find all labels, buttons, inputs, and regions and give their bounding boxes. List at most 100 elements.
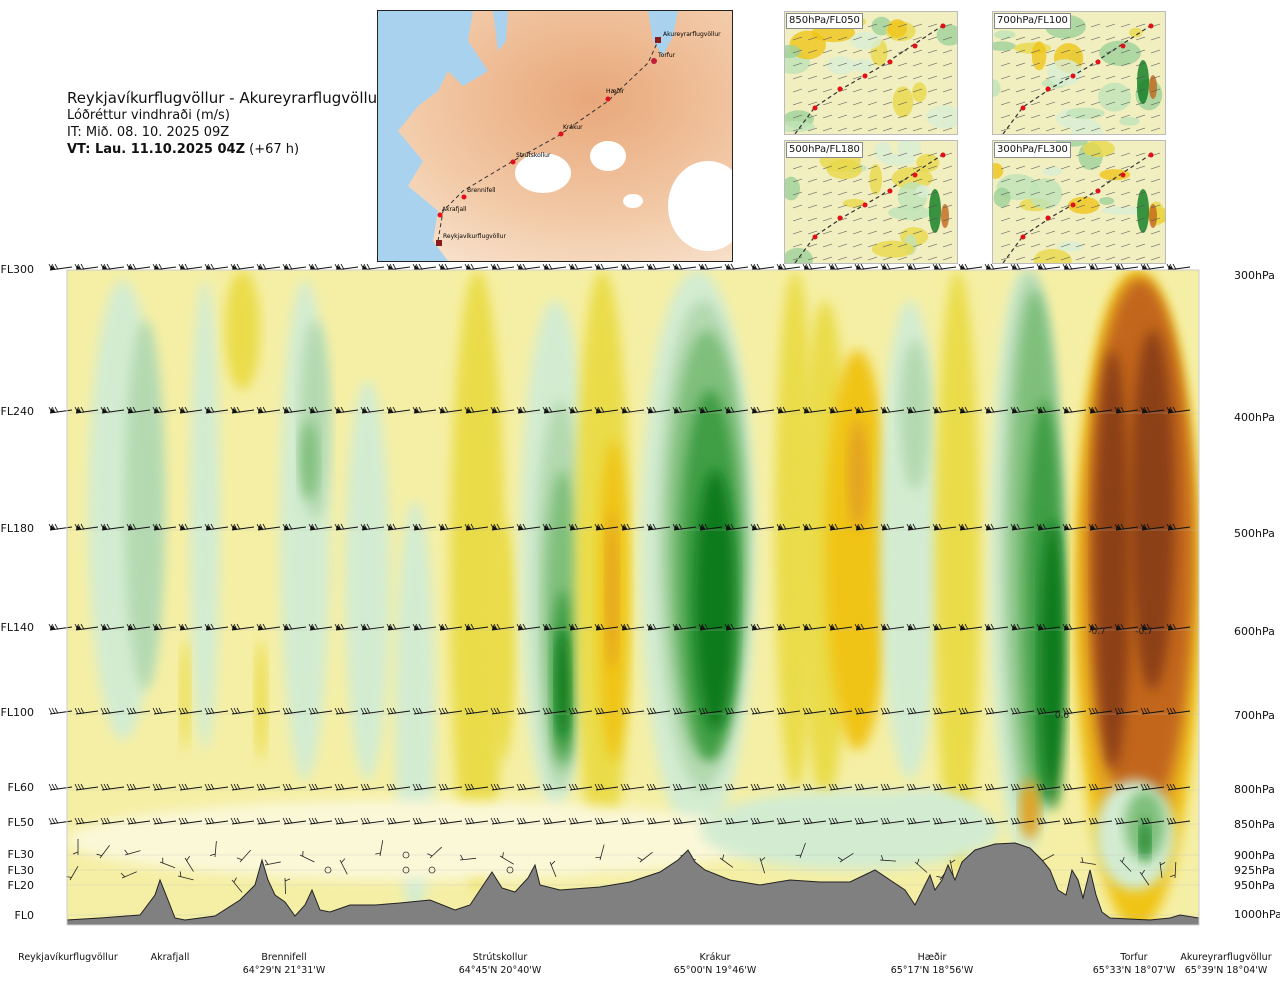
wind-barb-shaft bbox=[387, 526, 411, 531]
wind-barb-feather bbox=[571, 707, 576, 714]
wind-barb-feather bbox=[545, 817, 550, 824]
minimap-barb bbox=[942, 165, 953, 170]
wind-barb-shaft bbox=[777, 626, 801, 631]
minimap-station bbox=[1120, 43, 1126, 49]
minimap-barb bbox=[1030, 243, 1041, 248]
minimap-barb bbox=[1015, 49, 1026, 54]
wind-barb-feather bbox=[600, 263, 605, 270]
minimap-barb bbox=[867, 36, 878, 41]
minimap-barb bbox=[837, 101, 848, 106]
wind-barb-feather bbox=[860, 783, 865, 790]
wind-barb bbox=[542, 623, 567, 631]
wind-barb-feather bbox=[444, 783, 449, 790]
wind-barb-shaft bbox=[1037, 409, 1061, 414]
minimap-contour bbox=[888, 205, 931, 221]
wind-barb-feather bbox=[460, 854, 464, 860]
wind-barb bbox=[126, 523, 151, 531]
wind-barb-shaft bbox=[829, 526, 853, 531]
wind-barb bbox=[100, 263, 125, 271]
wind-barb-feather bbox=[802, 707, 807, 715]
wind-barb-feather bbox=[181, 783, 186, 790]
wind-barb-pennant bbox=[1168, 525, 1173, 530]
minimap-barb bbox=[1060, 230, 1071, 235]
wind-barb bbox=[906, 406, 931, 414]
minimap-barb bbox=[852, 230, 863, 235]
minimap-barb bbox=[807, 49, 818, 54]
minimap-barb bbox=[942, 62, 953, 67]
wind-barb-feather bbox=[1091, 707, 1096, 714]
minimap-barb bbox=[822, 75, 833, 80]
wind-barb-shaft bbox=[673, 626, 697, 631]
wind-barb-shaft bbox=[881, 626, 905, 631]
wind-barb-feather bbox=[1036, 783, 1041, 791]
wind-barb bbox=[1010, 263, 1035, 271]
wind-barb-feather bbox=[548, 623, 553, 630]
wind-barb-feather bbox=[467, 707, 472, 714]
minimap-contour bbox=[915, 184, 931, 198]
minimap-barb bbox=[837, 217, 848, 222]
wind-barb bbox=[339, 858, 348, 875]
hpa-label: 500hPa bbox=[1234, 527, 1275, 540]
wind-barb-feather bbox=[987, 707, 992, 714]
wind-barb-shaft bbox=[595, 409, 619, 414]
wind-barb-feather bbox=[574, 406, 579, 413]
wind-barb bbox=[672, 783, 697, 791]
wind-barb bbox=[594, 817, 619, 825]
wind-barb-pennant bbox=[128, 265, 133, 270]
valid-time: VT: Lau. 11.10.2025 04Z (+67 h) bbox=[67, 141, 383, 158]
wind-barb bbox=[100, 783, 125, 791]
wind-barb-shaft bbox=[1011, 626, 1035, 631]
wind-barb bbox=[1114, 263, 1139, 271]
wind-barb bbox=[427, 846, 442, 859]
wind-barb-shaft bbox=[751, 409, 775, 414]
wind-barb-feather bbox=[184, 623, 189, 630]
wind-barb bbox=[1140, 406, 1165, 414]
wind-barb-feather bbox=[984, 707, 989, 715]
wind-barb-pennant bbox=[934, 625, 939, 630]
wind-barb bbox=[1010, 406, 1035, 414]
wind-barb-feather bbox=[80, 817, 85, 824]
wind-barb bbox=[1166, 406, 1191, 414]
minimap-barb bbox=[807, 230, 818, 235]
wind-barb-shaft bbox=[127, 820, 151, 825]
wind-barb-pennant bbox=[466, 625, 471, 630]
field-contour bbox=[900, 340, 930, 490]
wind-barb-feather bbox=[594, 817, 599, 825]
minimap-barb bbox=[1075, 127, 1086, 132]
wind-barb bbox=[906, 783, 931, 791]
minimap-barb bbox=[897, 152, 908, 157]
wind-barb-feather bbox=[1143, 817, 1148, 824]
minimap-barb bbox=[1150, 230, 1161, 235]
wind-barb-feather bbox=[1065, 783, 1070, 790]
wind-barb-feather bbox=[961, 817, 966, 824]
wind-barb-feather bbox=[340, 707, 345, 714]
minimap-barb bbox=[852, 101, 863, 106]
wind-barb-feather bbox=[366, 263, 371, 270]
minimap-barb bbox=[822, 165, 833, 170]
wind-barb-feather bbox=[178, 783, 183, 791]
wind-barb bbox=[1079, 857, 1096, 865]
minimap-barb bbox=[1150, 165, 1161, 170]
minimap-barb bbox=[1120, 204, 1131, 209]
wind-barb-feather bbox=[259, 817, 264, 824]
wind-barb-shaft bbox=[751, 626, 775, 631]
minimap-barb bbox=[1120, 114, 1131, 119]
wind-barb bbox=[126, 263, 151, 271]
wind-barb-pennant bbox=[414, 408, 419, 413]
wind-barb-feather bbox=[938, 817, 943, 824]
wind-barb-shaft bbox=[465, 526, 489, 531]
fl-label: FL300 bbox=[0, 263, 34, 276]
wind-barb bbox=[74, 783, 99, 791]
wind-barb bbox=[1114, 523, 1139, 531]
wind-barb-feather bbox=[782, 783, 787, 790]
wind-barb bbox=[386, 523, 411, 531]
wind-barb-shaft bbox=[1167, 820, 1191, 825]
wind-barb bbox=[1088, 783, 1113, 791]
wind-barb-feather bbox=[808, 623, 813, 630]
wind-barb-feather bbox=[626, 263, 631, 270]
hpa-label: 300hPa bbox=[1234, 269, 1275, 282]
wind-barb-pennant bbox=[908, 625, 913, 630]
wind-barb-pennant bbox=[232, 525, 237, 530]
wind-barb-pennant bbox=[596, 525, 601, 530]
wind-barb-feather bbox=[753, 783, 758, 790]
